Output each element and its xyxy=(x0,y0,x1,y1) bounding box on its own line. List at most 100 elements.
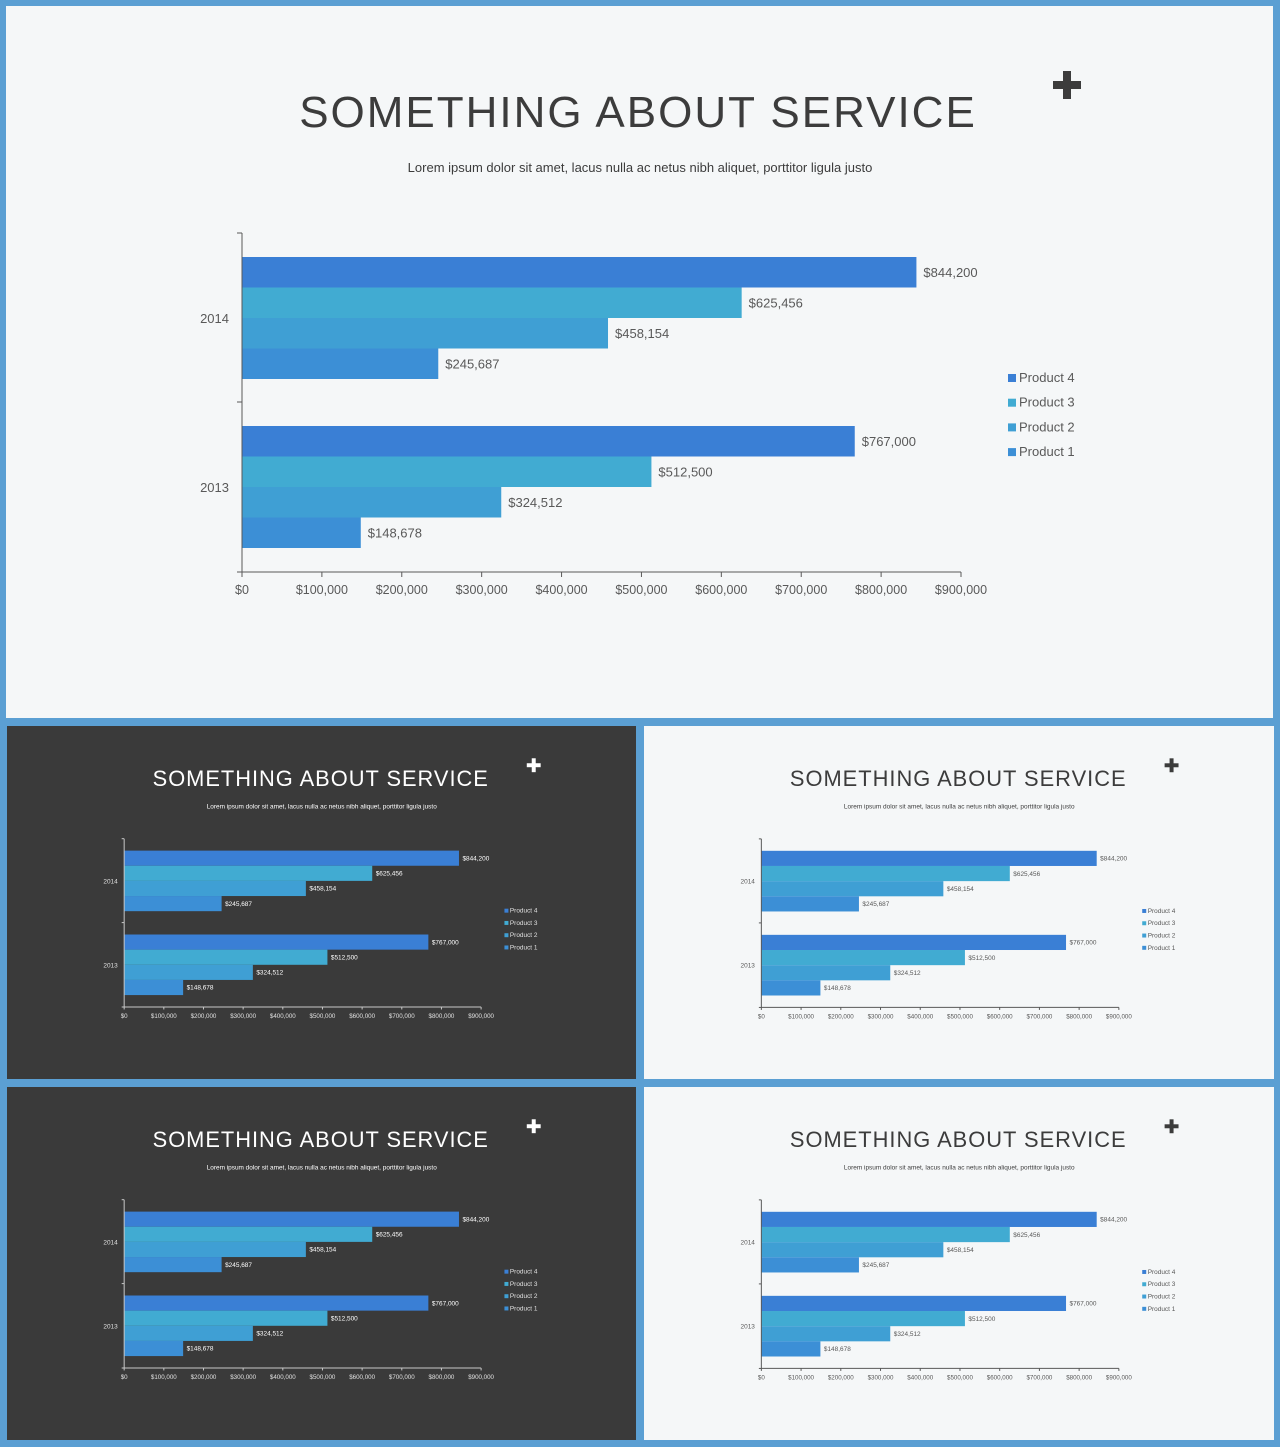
bar-2013-product-2 xyxy=(761,1326,891,1342)
x-tick-label: $300,000 xyxy=(230,1013,256,1020)
legend-swatch xyxy=(504,908,509,913)
legend-swatch xyxy=(1142,921,1147,926)
x-tick-label: $200,000 xyxy=(191,1374,217,1381)
plus-icon xyxy=(1164,758,1179,773)
x-tick-label: $400,000 xyxy=(535,583,587,597)
data-label: $844,200 xyxy=(462,1216,489,1223)
x-tick-label: $0 xyxy=(758,1374,765,1381)
x-tick-label: $100,000 xyxy=(296,583,348,597)
x-tick-label: $900,000 xyxy=(468,1374,494,1381)
data-label: $324,512 xyxy=(894,1331,921,1338)
legend-label: Product 2 xyxy=(1148,933,1176,940)
legend-label: Product 3 xyxy=(1019,395,1075,410)
x-tick-label: $900,000 xyxy=(468,1013,494,1020)
category-label: 2013 xyxy=(103,1323,118,1330)
bar-2013-product-1 xyxy=(761,1341,821,1357)
data-label: $324,512 xyxy=(508,495,562,510)
legend-swatch xyxy=(1142,1294,1147,1299)
x-tick-label: $0 xyxy=(235,583,249,597)
legend-label: Product 1 xyxy=(1148,1306,1176,1313)
slide-canvas: SOMETHING ABOUT SERVICE Lorem ipsum dolor… xyxy=(103,758,541,1020)
x-tick-label: $0 xyxy=(121,1013,128,1020)
x-tick-label: $500,000 xyxy=(310,1013,336,1020)
legend-label: Product 4 xyxy=(1148,1269,1176,1276)
data-label: $245,687 xyxy=(862,1262,889,1269)
data-label: $458,154 xyxy=(309,1247,336,1254)
x-tick-label: $0 xyxy=(121,1374,128,1381)
legend-label: Product 4 xyxy=(510,1269,538,1276)
data-label: $324,512 xyxy=(256,1331,283,1338)
data-label: $844,200 xyxy=(462,855,489,862)
bar-2013-product-1 xyxy=(761,980,821,996)
category-label: 2014 xyxy=(200,311,229,326)
bar-2013-product-2 xyxy=(242,487,502,518)
data-label: $458,154 xyxy=(615,326,669,341)
x-tick-label: $500,000 xyxy=(947,1374,973,1381)
x-tick-label: $300,000 xyxy=(456,583,508,597)
legend-swatch xyxy=(1142,933,1147,938)
data-label: $767,000 xyxy=(432,1300,459,1307)
x-tick-label: $200,000 xyxy=(376,583,428,597)
legend-label: Product 4 xyxy=(1148,908,1176,915)
legend-swatch xyxy=(1008,374,1016,382)
bar-2014-product-2 xyxy=(761,881,944,897)
data-label: $512,500 xyxy=(968,955,995,962)
data-label: $625,456 xyxy=(376,1232,403,1239)
category-label: 2014 xyxy=(103,1239,118,1246)
data-label: $512,500 xyxy=(658,464,712,479)
slide-canvas: SOMETHING ABOUT SERVICE Lorem ipsum dolor… xyxy=(741,758,1179,1020)
data-label: $245,687 xyxy=(445,356,499,371)
x-tick-label: $900,000 xyxy=(1106,1374,1132,1381)
legend-label: Product 3 xyxy=(510,920,538,927)
bar-2013-product-3 xyxy=(761,950,965,966)
category-label: 2013 xyxy=(741,1324,756,1331)
category-label: 2014 xyxy=(741,1240,756,1247)
data-label: $512,500 xyxy=(968,1316,995,1323)
bar-2014-product-2 xyxy=(124,1241,306,1258)
x-tick-label: $700,000 xyxy=(389,1374,415,1381)
data-label: $148,678 xyxy=(187,1346,214,1353)
x-tick-label: $200,000 xyxy=(191,1013,217,1020)
x-tick-label: $400,000 xyxy=(270,1013,296,1020)
data-label: $767,000 xyxy=(1070,940,1097,947)
category-label: 2014 xyxy=(741,879,756,886)
x-tick-label: $100,000 xyxy=(788,1013,814,1020)
thumbnail-slide-light-2[interactable]: SOMETHING ABOUT SERVICE Lorem ipsum dolor… xyxy=(644,1087,1274,1440)
bar-2013-product-4 xyxy=(124,934,429,950)
slide-canvas: SOMETHING ABOUT SERVICE Lorem ipsum dolor… xyxy=(200,71,1081,597)
bar-2014-product-4 xyxy=(761,1211,1097,1227)
legend-swatch xyxy=(1008,423,1016,432)
bar-2013-product-3 xyxy=(242,456,652,487)
legend-swatch xyxy=(1008,448,1016,457)
legend-swatch xyxy=(1142,908,1147,913)
x-tick-label: $600,000 xyxy=(695,583,747,597)
slide-title: SOMETHING ABOUT SERVICE xyxy=(153,766,489,791)
legend-label: Product 1 xyxy=(510,944,538,951)
bar-2014-product-1 xyxy=(761,896,859,912)
x-tick-label: $500,000 xyxy=(947,1013,973,1020)
bar-2014-product-4 xyxy=(761,850,1097,866)
category-label: 2014 xyxy=(103,878,118,885)
plus-icon xyxy=(526,758,541,773)
bar-2013-product-1 xyxy=(242,517,361,548)
plus-icon xyxy=(1053,71,1081,99)
bar-2014-product-2 xyxy=(242,318,609,349)
x-tick-label: $800,000 xyxy=(429,1374,455,1381)
x-tick-label: $900,000 xyxy=(935,583,987,597)
thumbnail-slide-light-1[interactable]: SOMETHING ABOUT SERVICE Lorem ipsum dolor… xyxy=(644,726,1274,1079)
x-tick-label: $100,000 xyxy=(151,1374,177,1381)
bar-2013-product-2 xyxy=(124,1325,253,1341)
legend-swatch xyxy=(1142,1269,1147,1274)
slide-title: SOMETHING ABOUT SERVICE xyxy=(790,1127,1127,1152)
data-label: $245,687 xyxy=(862,901,889,908)
thumbnail-slide-dark-1[interactable]: SOMETHING ABOUT SERVICE Lorem ipsum dolor… xyxy=(7,726,636,1079)
x-tick-label: $800,000 xyxy=(1066,1013,1092,1020)
bar-2013-product-4 xyxy=(124,1295,429,1311)
bar-2013-product-1 xyxy=(124,979,184,996)
bar-2013-product-3 xyxy=(124,1310,328,1326)
bar-2013-product-2 xyxy=(124,964,253,980)
data-label: $767,000 xyxy=(1070,1301,1097,1308)
thumbnail-slide-dark-2[interactable]: SOMETHING ABOUT SERVICE Lorem ipsum dolor… xyxy=(7,1087,636,1440)
x-tick-label: $800,000 xyxy=(855,583,907,597)
plus-icon xyxy=(1164,1119,1179,1134)
